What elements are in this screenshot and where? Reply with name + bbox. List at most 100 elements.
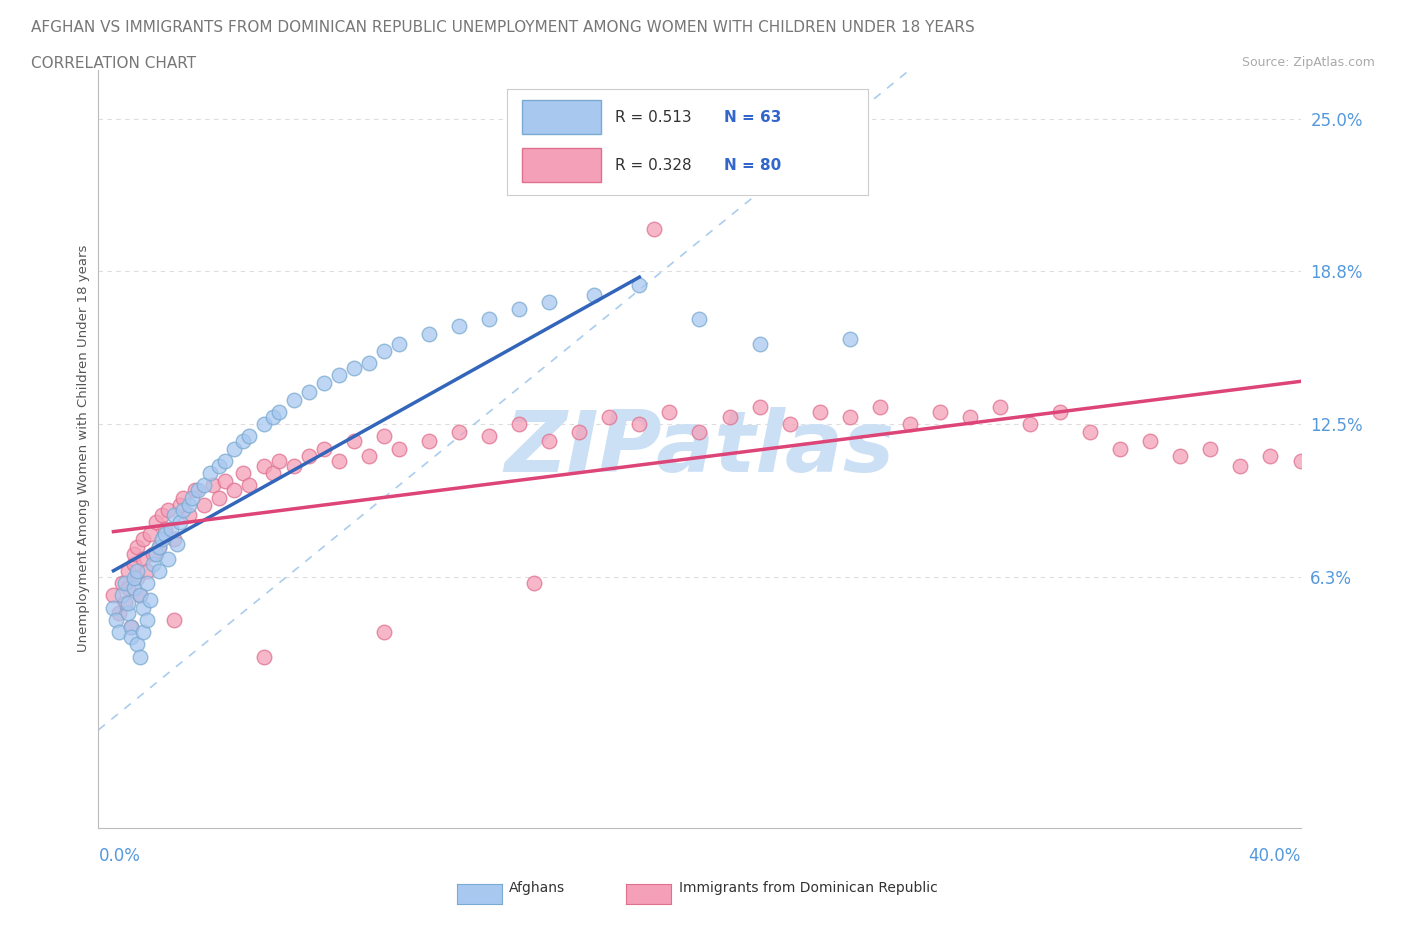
Point (253, 458, 276, 473)
Point (103, 588, 125, 603)
Point (114, 595, 136, 610)
Point (357, 448, 380, 463)
Point (538, 295, 561, 310)
Point (138, 527, 160, 542)
Point (418, 326, 440, 341)
Point (108, 625, 131, 640)
Point (166, 537, 188, 551)
Point (232, 434, 254, 449)
Text: 0.0%: 0.0% (98, 847, 141, 865)
Point (508, 417, 530, 432)
Point (156, 551, 179, 566)
Point (312, 376, 335, 391)
Point (141, 556, 163, 571)
Point (1170, 448, 1192, 463)
Point (658, 405, 681, 419)
Point (222, 483, 245, 498)
Y-axis label: Unemployment Among Women with Children Under 18 years: Unemployment Among Women with Children U… (77, 245, 90, 653)
Point (238, 429, 260, 444)
Point (111, 588, 134, 603)
Point (153, 522, 176, 537)
Point (135, 576, 157, 591)
Point (1139, 434, 1161, 449)
Point (689, 424, 711, 439)
Point (283, 392, 305, 407)
Point (838, 409, 860, 424)
Point (141, 547, 163, 562)
Point (132, 532, 155, 547)
Point (508, 302, 530, 317)
Point (222, 442, 245, 457)
Point (628, 417, 651, 432)
Point (124, 547, 146, 562)
Point (343, 361, 366, 376)
Point (478, 312, 501, 326)
Point (162, 507, 184, 522)
Point (129, 649, 152, 664)
Point (373, 429, 395, 444)
Point (117, 564, 139, 578)
Text: CORRELATION CHART: CORRELATION CHART (31, 56, 195, 71)
Point (1289, 454, 1312, 469)
Point (643, 221, 665, 236)
Point (180, 490, 202, 505)
Point (132, 600, 155, 615)
Point (208, 458, 231, 473)
Point (988, 400, 1011, 415)
Point (162, 613, 184, 628)
Point (121, 619, 143, 634)
Point (628, 277, 651, 292)
Point (898, 417, 921, 432)
Point (538, 434, 561, 449)
Point (1199, 442, 1222, 457)
Point (169, 498, 191, 512)
Text: Source: ZipAtlas.com: Source: ZipAtlas.com (1241, 56, 1375, 69)
Point (129, 588, 152, 603)
Point (748, 336, 770, 351)
Point (808, 405, 831, 419)
Point (127, 637, 149, 652)
Point (343, 434, 366, 449)
Point (132, 625, 155, 640)
Point (232, 466, 254, 481)
Point (172, 502, 194, 517)
Point (598, 409, 620, 424)
Point (869, 400, 891, 415)
Point (124, 571, 146, 586)
Point (153, 527, 176, 542)
Point (312, 442, 335, 457)
Point (959, 409, 981, 424)
Point (129, 588, 152, 603)
Text: Immigrants from Dominican Republic: Immigrants from Dominican Republic (679, 881, 938, 896)
Point (145, 547, 167, 562)
Point (262, 466, 284, 481)
Point (193, 478, 215, 493)
Point (357, 355, 380, 370)
Point (262, 409, 284, 424)
Point (201, 478, 224, 493)
Point (117, 580, 139, 595)
Text: ZIPatlas: ZIPatlas (505, 407, 894, 490)
Point (198, 466, 221, 481)
Point (127, 564, 149, 578)
Point (172, 490, 194, 505)
Point (1049, 405, 1071, 419)
Point (283, 458, 305, 473)
Point (121, 619, 143, 634)
Point (478, 429, 501, 444)
Point (373, 625, 395, 640)
Point (150, 507, 173, 522)
Point (135, 613, 157, 628)
Point (148, 539, 170, 554)
Point (447, 319, 470, 334)
Point (132, 551, 155, 566)
Point (298, 385, 321, 400)
Point (214, 473, 236, 488)
Point (193, 498, 215, 512)
Point (127, 571, 149, 586)
Point (183, 483, 205, 498)
Point (214, 454, 236, 469)
Point (145, 514, 167, 529)
Point (748, 400, 770, 415)
Point (114, 576, 136, 591)
